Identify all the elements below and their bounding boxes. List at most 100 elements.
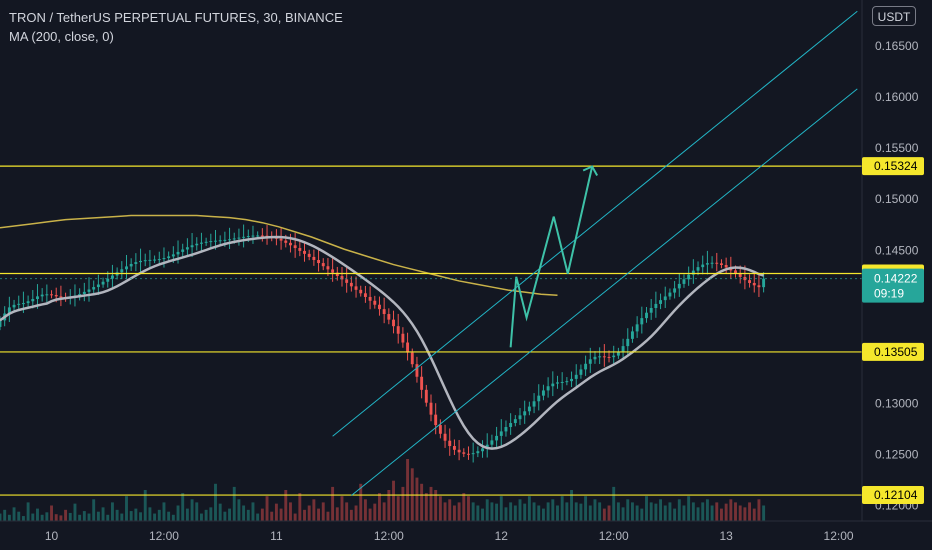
volume-bar	[289, 502, 292, 521]
volume-bar	[284, 490, 288, 521]
volume-bar	[748, 502, 752, 521]
volume-bar	[50, 505, 53, 521]
volume-bar	[743, 507, 747, 521]
x-tick-label: 12:00	[374, 529, 404, 543]
candle-body	[570, 378, 573, 382]
candle-body	[50, 294, 53, 296]
candle-body	[232, 238, 236, 240]
candle-body	[504, 427, 508, 432]
price-axis[interactable]: 0.16500 0.16000 0.15500 0.15000 0.14500 0.130…	[875, 39, 919, 513]
candle-body	[537, 395, 541, 402]
volume-bar	[551, 499, 555, 521]
countdown-text: 09:19	[874, 287, 904, 301]
candle-body	[616, 351, 620, 356]
candle-body	[92, 287, 96, 290]
volume-bar	[157, 509, 161, 521]
volume-bar	[125, 496, 128, 521]
volume-bar	[696, 507, 700, 521]
volume-bar	[303, 509, 306, 521]
candle-body	[199, 242, 203, 244]
candle-body	[331, 269, 335, 273]
candle-body	[452, 446, 456, 450]
drawings[interactable]	[0, 10, 862, 496]
volume-bar	[171, 514, 175, 521]
candle-body	[251, 235, 255, 237]
volume-bar	[663, 505, 667, 521]
volume-bar	[598, 502, 602, 521]
chart-legend: TRON / TetherUS PERPETUAL FUTURES, 30, B…	[9, 8, 343, 46]
volume-bar	[448, 499, 452, 521]
volume-bar	[373, 503, 377, 521]
volume-bar	[120, 513, 124, 521]
level-price-tag	[862, 486, 924, 505]
level-price-text: 0.15324	[874, 159, 918, 173]
indicator-label[interactable]: MA (200, close, 0)	[9, 29, 114, 44]
candle-body	[293, 245, 297, 249]
candle-body	[593, 356, 597, 360]
volume-bar	[523, 503, 527, 521]
candle-body	[556, 382, 559, 384]
volume-bar	[682, 505, 686, 521]
candle-body	[687, 274, 691, 280]
candle-body	[485, 444, 489, 449]
volume-bar	[438, 496, 442, 521]
candle-body	[78, 294, 82, 296]
time-axis[interactable]: 10 12:00 11 12:00 12 12:00 13 12:00	[45, 529, 854, 543]
candle-body	[523, 411, 527, 416]
candle-body	[110, 275, 114, 279]
candle-body	[31, 299, 35, 302]
currency-button[interactable]: USDT	[872, 6, 916, 26]
candle-body	[424, 389, 428, 403]
candle-body	[40, 294, 44, 297]
volume-bar	[359, 483, 363, 521]
candle-body	[471, 453, 475, 455]
volume-bar	[274, 503, 278, 521]
volume-bar	[396, 496, 400, 521]
volume-bar	[3, 509, 7, 521]
candle-body	[36, 296, 39, 300]
candle-body	[752, 282, 756, 286]
candle-body	[363, 293, 367, 297]
projection-path[interactable]	[509, 166, 594, 348]
volume-bar	[415, 477, 419, 521]
volume-bar	[181, 493, 185, 521]
volume-bar	[752, 508, 756, 521]
symbol-title[interactable]: TRON / TetherUS PERPETUAL FUTURES, 30, B…	[9, 10, 343, 25]
volume-bar	[209, 507, 213, 521]
volume-bar	[331, 486, 335, 521]
channel-upper-line[interactable]	[332, 10, 858, 437]
x-tick-label: 12:00	[599, 529, 629, 543]
volume-bar	[148, 507, 152, 521]
candle-body	[762, 278, 766, 288]
volume-bar	[340, 496, 344, 521]
candle-body	[17, 303, 21, 305]
candle-body	[373, 300, 377, 305]
volume-bar	[434, 490, 438, 521]
candle-body	[139, 260, 142, 263]
candle-body	[162, 258, 166, 260]
channel-lower-line[interactable]	[351, 88, 858, 496]
candle-body	[246, 236, 250, 238]
candle-body	[738, 273, 742, 277]
candle-body	[176, 251, 180, 255]
volume-bar	[424, 493, 428, 521]
candle-body	[448, 440, 452, 447]
volume-bar	[246, 509, 250, 521]
volume-bar	[546, 502, 550, 521]
volume-bar	[649, 502, 653, 521]
candle-body	[748, 280, 752, 283]
candle-body	[757, 285, 761, 288]
volume-bar	[185, 508, 189, 521]
volume-bar	[12, 507, 16, 521]
volume-bar	[312, 499, 316, 521]
volume-bar	[96, 511, 100, 521]
candle-body	[659, 300, 663, 304]
candle-body	[214, 240, 217, 242]
volume-bar	[673, 508, 677, 521]
volume-bar	[527, 496, 531, 521]
level-price-tag	[862, 342, 924, 361]
candle-body	[654, 303, 658, 309]
candle-body	[420, 376, 424, 390]
volume-bar	[167, 511, 171, 521]
